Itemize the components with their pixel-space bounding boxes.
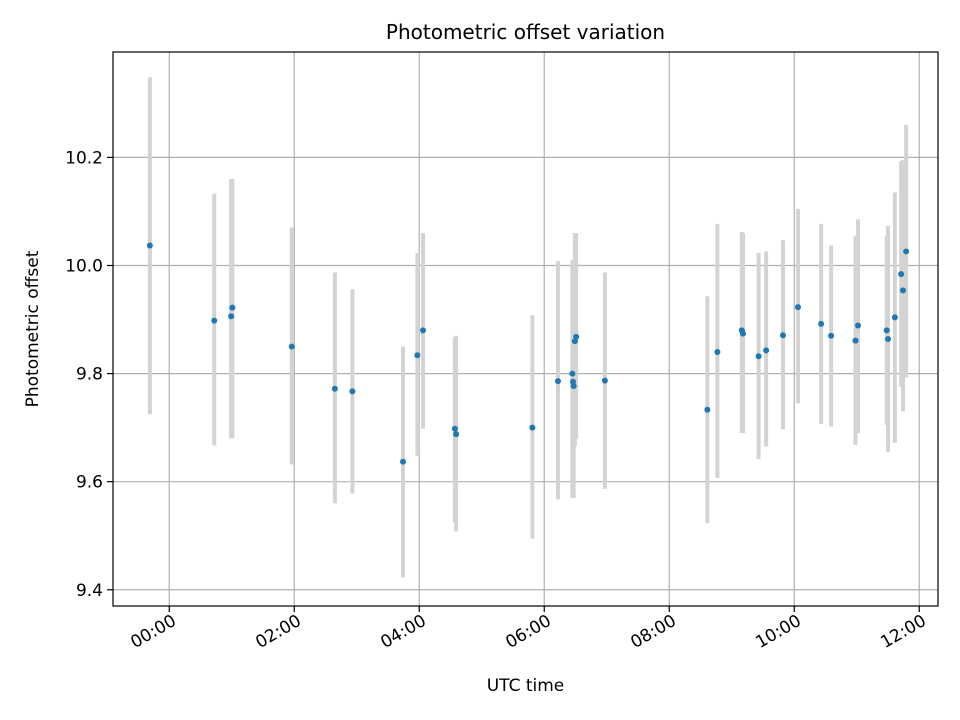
data-point xyxy=(400,458,406,465)
data-point xyxy=(885,335,891,342)
data-point xyxy=(451,425,458,432)
data-point xyxy=(229,304,236,311)
x-axis-label: UTC time xyxy=(487,676,565,696)
data-point xyxy=(228,313,235,320)
y-tick-label: 10.2 xyxy=(65,148,103,168)
data-point xyxy=(763,347,770,354)
data-point xyxy=(146,242,153,249)
data-point xyxy=(828,332,835,339)
chart-title: Photometric offset variation xyxy=(386,20,665,44)
data-point xyxy=(569,370,576,377)
data-point xyxy=(529,424,536,431)
grid xyxy=(113,52,938,606)
data-point xyxy=(898,271,905,278)
data-point xyxy=(855,322,861,329)
data-point xyxy=(573,333,580,340)
data-point xyxy=(704,406,711,413)
data-point xyxy=(818,320,825,327)
data-point xyxy=(420,327,426,334)
y-tick-label: 9.6 xyxy=(76,473,103,493)
data-point xyxy=(740,330,746,337)
data-point xyxy=(755,353,762,360)
data-point xyxy=(288,343,295,350)
data-point xyxy=(780,332,786,339)
data-point xyxy=(555,378,561,385)
y-tick-label: 9.4 xyxy=(76,581,103,601)
data-point xyxy=(601,377,608,384)
data-point xyxy=(331,385,338,392)
y-axis-ticks: 9.4 9.6 9.8 10.0 10.2 xyxy=(65,148,113,601)
data-point xyxy=(349,388,356,395)
y-tick-label: 10.0 xyxy=(65,256,103,276)
data-point xyxy=(891,314,898,321)
data-point xyxy=(900,287,906,294)
plot-frame xyxy=(112,51,939,607)
y-axis-label: Photometric offset xyxy=(23,250,43,407)
data-point xyxy=(883,327,890,334)
data-point xyxy=(453,431,460,438)
data-point xyxy=(852,337,859,344)
data-point xyxy=(211,317,218,324)
data-points xyxy=(146,242,910,465)
data-point xyxy=(795,304,801,311)
y-tick-label: 9.8 xyxy=(76,365,103,385)
data-point xyxy=(570,383,577,390)
data-point xyxy=(903,248,910,255)
data-point xyxy=(714,348,721,355)
data-point xyxy=(414,352,421,359)
